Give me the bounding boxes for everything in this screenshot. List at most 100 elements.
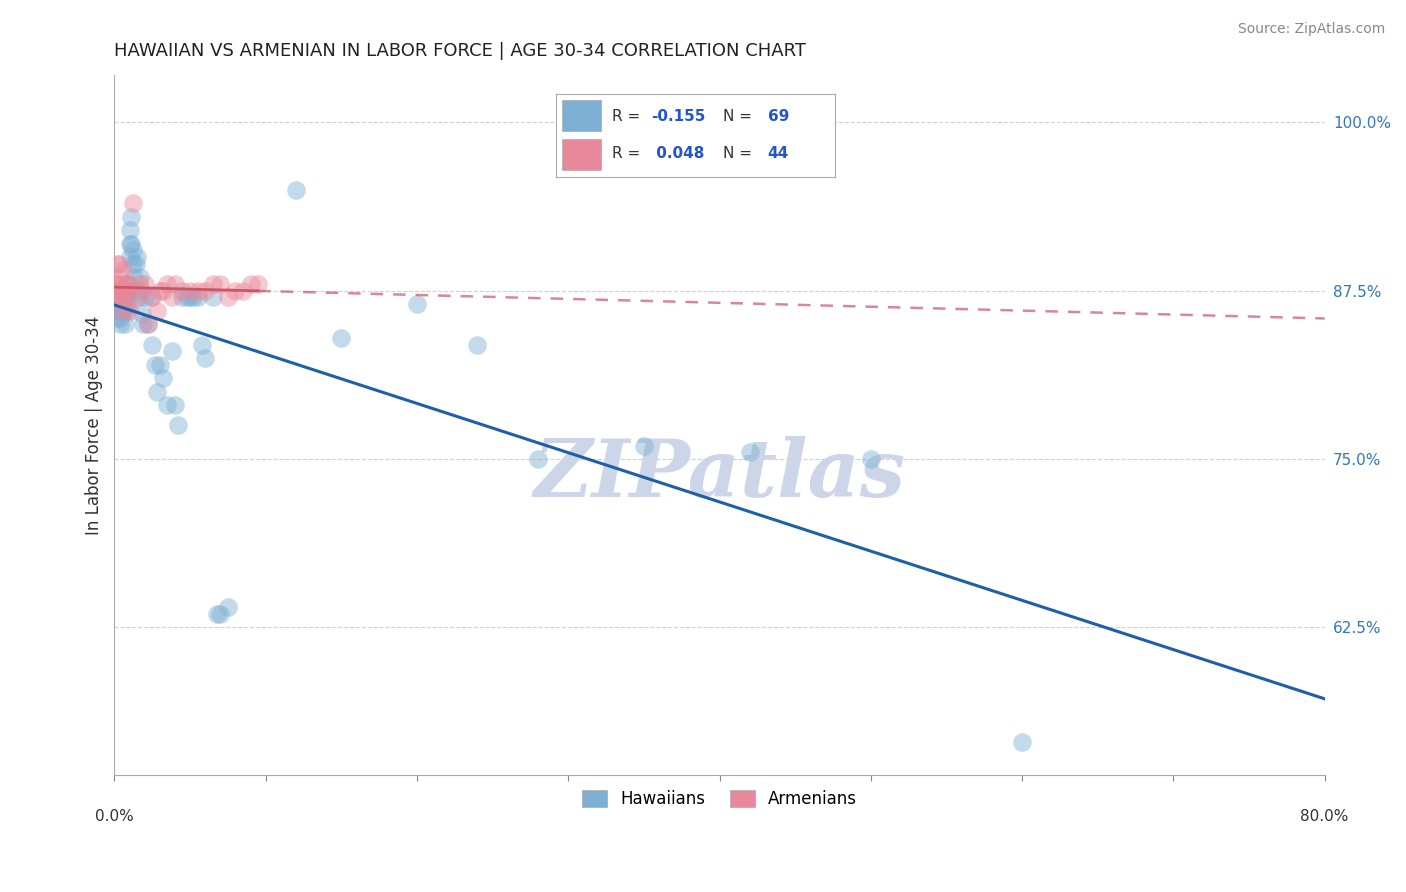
Point (114, 290, 136, 304)
Point (118, 304, 141, 318)
Point (104, 277, 127, 291)
Point (112, 284, 135, 298)
Point (1011, 735, 1033, 749)
Point (232, 284, 254, 298)
Point (738, 445, 761, 459)
Point (127, 290, 149, 304)
Point (124, 257, 146, 271)
Point (107, 297, 129, 311)
Point (187, 284, 209, 298)
Y-axis label: In Labor Force | Age 30-34: In Labor Force | Age 30-34 (86, 316, 103, 535)
Point (859, 452, 882, 467)
Point (207, 607, 229, 621)
Point (110, 310, 132, 325)
Point (115, 284, 138, 298)
Point (112, 304, 135, 318)
Point (112, 284, 135, 298)
Point (118, 236, 141, 251)
Point (110, 284, 132, 298)
Point (108, 257, 131, 271)
Point (141, 337, 163, 351)
Point (179, 290, 201, 304)
Point (111, 290, 134, 304)
Point (112, 263, 135, 277)
Point (167, 418, 190, 433)
Point (131, 307, 153, 321)
Point (194, 284, 217, 298)
Point (406, 297, 429, 311)
Point (111, 297, 134, 311)
Text: 0.0%: 0.0% (96, 809, 134, 824)
Point (134, 277, 156, 291)
Point (115, 304, 138, 318)
Point (121, 244, 143, 258)
Point (124, 284, 146, 298)
Point (201, 277, 224, 291)
Point (152, 371, 174, 385)
Point (107, 290, 129, 304)
Point (115, 290, 138, 304)
Point (117, 297, 139, 311)
Point (239, 277, 262, 291)
Point (104, 290, 127, 304)
Point (633, 438, 655, 452)
Point (117, 277, 139, 291)
Point (122, 270, 145, 285)
Point (143, 358, 166, 372)
Point (117, 284, 139, 298)
Point (187, 290, 209, 304)
Point (160, 290, 183, 304)
Point (114, 318, 136, 332)
Point (114, 297, 136, 311)
Point (527, 452, 550, 467)
Point (172, 290, 194, 304)
Point (224, 284, 246, 298)
Point (149, 358, 172, 372)
Point (152, 284, 174, 298)
Point (194, 351, 217, 365)
Point (108, 277, 131, 291)
Point (108, 284, 131, 298)
Point (108, 284, 131, 298)
Point (121, 196, 143, 211)
Point (110, 318, 132, 332)
Point (127, 250, 149, 264)
Point (107, 310, 129, 325)
Point (110, 270, 132, 285)
Point (146, 384, 169, 399)
Point (146, 304, 169, 318)
Point (163, 398, 186, 412)
Point (284, 183, 307, 197)
Point (176, 290, 198, 304)
Text: 80.0%: 80.0% (1301, 809, 1348, 824)
Point (136, 318, 159, 332)
Point (120, 236, 142, 251)
Point (128, 290, 150, 304)
Point (191, 337, 214, 351)
Point (172, 284, 194, 298)
Point (104, 301, 127, 315)
Text: Source: ZipAtlas.com: Source: ZipAtlas.com (1237, 22, 1385, 37)
Point (121, 257, 143, 271)
Point (118, 250, 141, 264)
Point (134, 290, 156, 304)
Point (217, 600, 239, 615)
Point (107, 277, 129, 291)
Point (110, 290, 132, 304)
Point (107, 257, 129, 271)
Point (107, 284, 129, 298)
Point (330, 331, 353, 345)
Point (114, 301, 136, 315)
Point (209, 277, 232, 291)
Point (467, 337, 489, 351)
Point (114, 284, 136, 298)
Text: HAWAIIAN VS ARMENIAN IN LABOR FORCE | AGE 30-34 CORRELATION CHART: HAWAIIAN VS ARMENIAN IN LABOR FORCE | AG… (114, 42, 807, 60)
Point (139, 290, 162, 304)
Point (111, 304, 134, 318)
Point (247, 277, 270, 291)
Point (160, 344, 183, 359)
Point (136, 318, 159, 332)
Point (128, 277, 150, 291)
Point (201, 290, 224, 304)
Point (149, 284, 172, 298)
